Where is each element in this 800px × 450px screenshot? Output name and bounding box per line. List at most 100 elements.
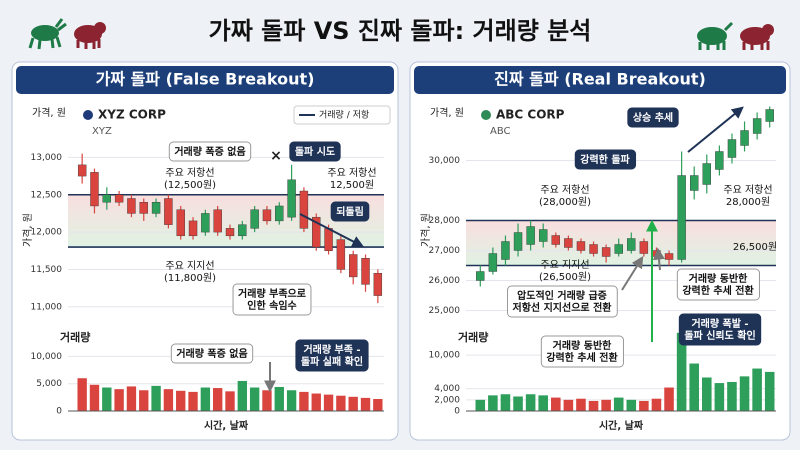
volume-bar bbox=[626, 399, 637, 411]
annotation-text: 돌파 시도 bbox=[295, 145, 335, 158]
annotation-box bbox=[170, 343, 254, 364]
bear-icon bbox=[74, 22, 106, 49]
volume-bar bbox=[538, 395, 548, 411]
candle-body bbox=[488, 253, 498, 272]
volume-bar bbox=[114, 389, 124, 411]
annotation-text: 거래량 폭증 없음 bbox=[174, 145, 245, 158]
annotation: 거래량 부족 -돌파 실패 확인 bbox=[295, 339, 369, 372]
volume-bar bbox=[739, 376, 750, 411]
volume-bar bbox=[299, 391, 309, 411]
y-tick-label: 13,000 bbox=[31, 153, 63, 163]
annotation: 돌파 시도 bbox=[289, 141, 341, 162]
annotation-box bbox=[676, 268, 760, 301]
y-tick-label: 26,000 bbox=[429, 276, 461, 286]
volume-bar bbox=[360, 397, 371, 411]
candle-body bbox=[539, 229, 548, 242]
annotation: 거래량 폭발 -돌파 신뢰도 확인 bbox=[678, 313, 762, 346]
annotation-text: 거래량 폭증 없음 bbox=[176, 347, 247, 360]
annotation-line: 돌파 시도 bbox=[295, 145, 335, 158]
candle-body bbox=[702, 163, 711, 185]
annotation-text: 주요 지지선 (26,500원) bbox=[539, 259, 591, 283]
candle-body bbox=[213, 209, 222, 233]
annotation-line: 강력한 추세 전환 bbox=[546, 351, 618, 364]
x-mark: × bbox=[270, 148, 282, 164]
candle-body bbox=[727, 139, 737, 158]
annotation-box bbox=[168, 141, 252, 162]
annotation-line: 거래량 폭증 없음 bbox=[174, 145, 245, 158]
candle-body bbox=[576, 241, 586, 251]
annotation-text: 주요 저항선 (12,500원) bbox=[164, 167, 216, 191]
arrow bbox=[687, 106, 744, 153]
candle-body bbox=[336, 239, 346, 270]
annotation-text: 되돌림 bbox=[336, 205, 364, 218]
volume-bar bbox=[702, 377, 712, 411]
annotation-line: (12,500원) bbox=[164, 179, 216, 191]
volume-bar bbox=[689, 363, 699, 411]
annotation-line: (28,000원) bbox=[539, 196, 591, 208]
y-tick-label: 0 bbox=[454, 407, 460, 417]
candle-body bbox=[551, 235, 560, 245]
candle-body bbox=[299, 190, 309, 229]
annotation-text: 상승 추세 bbox=[633, 111, 673, 124]
volume-bar bbox=[262, 390, 272, 411]
volume-bar bbox=[89, 384, 100, 411]
candle-body bbox=[476, 271, 485, 281]
legend bbox=[293, 105, 391, 125]
volume-bar bbox=[188, 391, 198, 411]
annotation-line: 상승 추세 bbox=[633, 111, 673, 124]
y-tick-label: 2,000 bbox=[434, 395, 460, 405]
annotation: 거래량 폭증 없음 bbox=[170, 343, 254, 364]
y-label: 가격, 원 bbox=[21, 213, 34, 247]
candle-body bbox=[262, 209, 272, 222]
main-title: 가짜 돌파 VS 진짜 돌파: 거래량 분석 bbox=[209, 17, 592, 45]
candle-body bbox=[690, 175, 699, 191]
volume-bar bbox=[551, 397, 561, 411]
candle-body bbox=[765, 109, 774, 122]
annotation-text: 거래량 동반한 강력한 추세 전환 bbox=[682, 272, 754, 297]
candle-body bbox=[752, 118, 762, 134]
volume-bar bbox=[212, 388, 223, 411]
candle-body bbox=[627, 238, 636, 251]
volume-bar bbox=[676, 332, 687, 411]
y-tick-label: 30,000 bbox=[429, 156, 461, 166]
annotation-text: 거래량 폭발 -돌파 신뢰도 확인 bbox=[684, 317, 755, 342]
annotation-line: 거래량 폭발 - bbox=[691, 317, 748, 330]
annotation-box bbox=[574, 149, 637, 170]
annotation-box bbox=[289, 141, 341, 162]
candle-body bbox=[225, 228, 235, 237]
y-tick-label: 11,000 bbox=[31, 302, 63, 312]
volume-label: 거래량 bbox=[60, 330, 90, 344]
company-dot bbox=[481, 110, 491, 120]
y-tick-label: 5,000 bbox=[36, 379, 62, 389]
x-label: 시간, 날짜 bbox=[204, 419, 249, 432]
volume-bar bbox=[475, 399, 486, 411]
y-label: 가격, 원 bbox=[32, 106, 66, 119]
legend-label: 거래량 / 저항 bbox=[319, 109, 369, 121]
annotation: 26,500원 bbox=[733, 241, 777, 253]
annotation: 되돌림 bbox=[330, 201, 370, 222]
candle-body bbox=[513, 232, 523, 251]
volume-bar bbox=[373, 398, 383, 411]
candle-body bbox=[526, 226, 535, 245]
arrow bbox=[621, 255, 644, 291]
company-name: ABC CORP bbox=[496, 108, 565, 122]
annotation: 주요 저항선 28,000원 bbox=[723, 184, 772, 208]
panel-title: 가짜 돌파 (False Breakout) bbox=[96, 70, 315, 89]
candle-body bbox=[201, 213, 210, 233]
annotation: 주요 저항선 (12,500원) bbox=[164, 167, 216, 191]
candle-body bbox=[176, 209, 185, 237]
candle-body bbox=[77, 164, 87, 177]
y-label: 가격, 원 bbox=[430, 106, 464, 119]
candle-body bbox=[324, 228, 333, 251]
annotation-text: 거래량 부족으로 인한 속임수 bbox=[238, 287, 306, 312]
volume-bar bbox=[77, 378, 87, 411]
volume-bar bbox=[176, 390, 186, 411]
annotation-line: 저항선 지지선으로 전환 bbox=[513, 301, 613, 314]
candle-body bbox=[601, 247, 611, 257]
arrow bbox=[299, 213, 365, 248]
candle-body bbox=[501, 241, 510, 260]
annotation: 압도적인 거래량 급증 저항선 지지선으로 전환 bbox=[507, 285, 618, 318]
candle-body bbox=[361, 258, 370, 285]
candle-body bbox=[664, 253, 674, 260]
